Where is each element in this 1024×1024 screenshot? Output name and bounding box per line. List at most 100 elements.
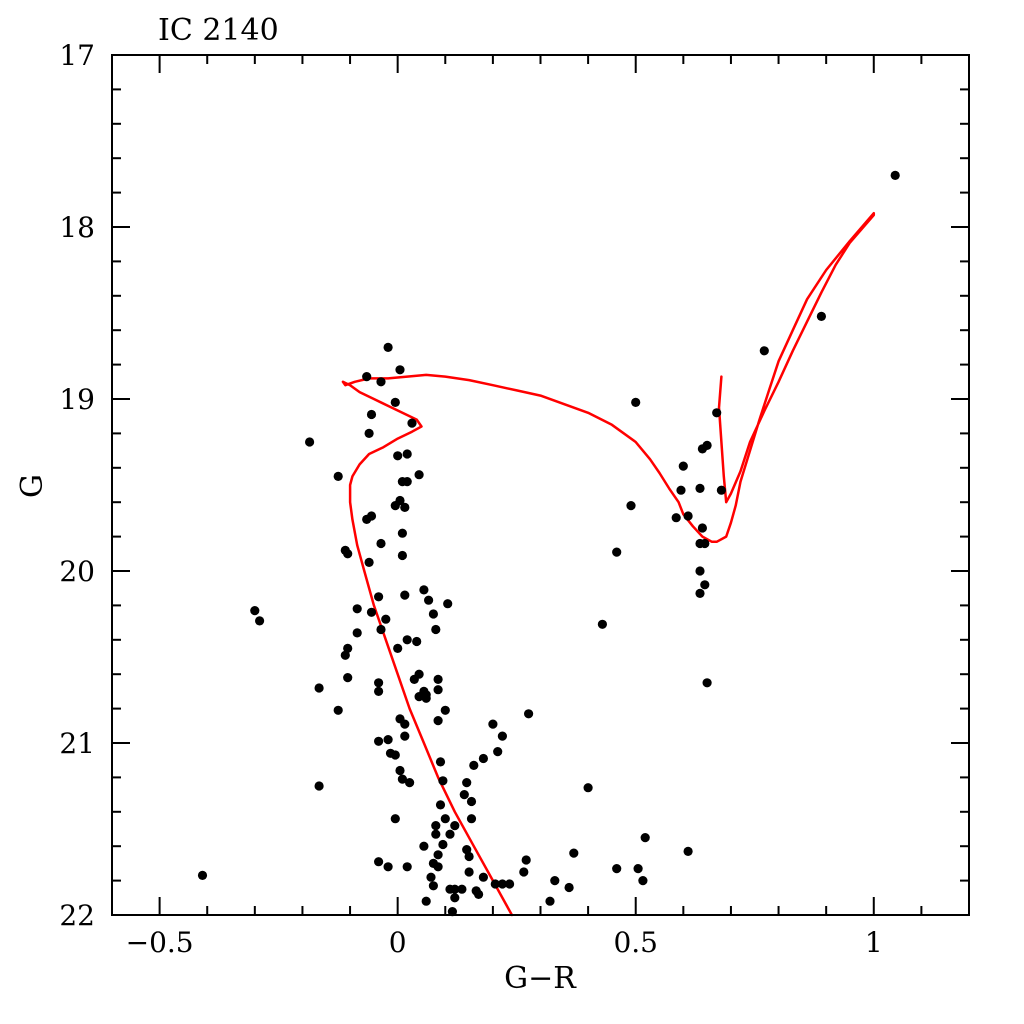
- star-point: [716, 485, 727, 495]
- star-point: [471, 886, 481, 896]
- star-point: [383, 342, 393, 352]
- star-point: [364, 428, 374, 438]
- star-point: [497, 731, 507, 741]
- star-point: [343, 673, 353, 683]
- star-point: [440, 705, 450, 715]
- star-point: [695, 483, 705, 493]
- star-point: [376, 624, 386, 635]
- star-point: [678, 461, 688, 471]
- star-point: [405, 778, 415, 788]
- star-point: [431, 624, 441, 635]
- star-point: [631, 397, 641, 407]
- star-point: [612, 864, 622, 874]
- y-tick-label: 17: [59, 39, 95, 72]
- star-point: [697, 444, 708, 454]
- data-points: [197, 170, 900, 917]
- star-point: [524, 709, 534, 719]
- star-point: [397, 528, 407, 538]
- star-point: [376, 538, 386, 549]
- star-point: [409, 674, 419, 685]
- star-point: [421, 896, 431, 906]
- star-point: [366, 409, 377, 420]
- star-point: [383, 862, 393, 872]
- x-axis-label: G−R: [504, 961, 577, 996]
- star-point: [466, 796, 477, 807]
- star-point: [374, 678, 384, 688]
- star-point: [519, 867, 529, 877]
- plot-frame: [111, 54, 970, 916]
- y-tick-label: 18: [59, 211, 95, 244]
- star-point: [381, 614, 391, 624]
- star-point: [640, 833, 650, 843]
- star-point: [683, 511, 693, 521]
- star-point: [450, 821, 460, 831]
- star-point: [626, 501, 636, 511]
- star-point: [433, 850, 443, 860]
- star-point: [393, 451, 403, 461]
- star-point: [431, 829, 441, 839]
- star-point: [362, 372, 372, 382]
- star-point: [364, 557, 374, 568]
- star-point: [550, 876, 560, 886]
- star-point: [638, 876, 648, 886]
- star-point: [393, 643, 403, 654]
- y-tick-label: 21: [59, 727, 95, 760]
- star-point: [343, 549, 353, 559]
- star-point: [400, 731, 410, 741]
- star-point: [419, 841, 429, 851]
- y-axis-label: G: [15, 474, 50, 498]
- tick-labels: −0.5 0 0.5 1 17 18 19 20 21 22: [59, 39, 882, 959]
- star-point: [697, 523, 708, 533]
- x-tick-label: −0.5: [126, 926, 194, 959]
- star-point: [759, 346, 769, 356]
- star-point: [414, 692, 424, 702]
- x-tick-label: 0.5: [613, 926, 658, 959]
- star-point: [376, 377, 386, 387]
- star-point: [712, 408, 722, 418]
- x-tick-label: 0: [389, 926, 407, 959]
- star-point: [569, 848, 579, 858]
- star-point: [695, 566, 705, 576]
- star-point: [424, 595, 434, 605]
- star-point: [505, 879, 515, 889]
- star-point: [426, 872, 436, 882]
- star-point: [671, 513, 681, 523]
- star-point: [457, 884, 467, 894]
- star-point: [383, 735, 393, 745]
- star-point: [445, 884, 455, 894]
- star-point: [390, 750, 400, 760]
- star-point: [390, 501, 400, 511]
- star-point: [402, 449, 412, 459]
- star-point: [890, 170, 900, 180]
- star-point: [676, 485, 686, 495]
- star-point: [488, 719, 498, 729]
- star-point: [340, 650, 350, 660]
- star-point: [450, 893, 460, 903]
- star-point: [702, 678, 712, 688]
- star-point: [564, 882, 574, 893]
- star-point: [440, 814, 450, 824]
- star-point: [428, 881, 438, 891]
- star-point: [374, 592, 384, 602]
- star-point: [395, 765, 405, 776]
- star-point: [314, 683, 324, 693]
- star-point: [478, 872, 488, 882]
- star-point: [250, 606, 260, 616]
- star-point: [431, 821, 441, 831]
- star-point: [255, 616, 265, 626]
- star-point: [497, 879, 507, 889]
- star-point: [583, 783, 593, 793]
- isochrone-curve: [341, 211, 876, 917]
- star-point: [435, 757, 446, 767]
- star-point: [521, 855, 531, 865]
- y-tick-label: 19: [59, 383, 95, 416]
- star-point: [395, 365, 405, 375]
- star-point: [402, 862, 412, 872]
- star-point: [412, 636, 422, 647]
- star-point: [545, 896, 555, 906]
- star-point: [366, 607, 377, 617]
- star-point: [197, 870, 208, 881]
- star-point: [447, 907, 457, 917]
- star-point: [464, 851, 474, 862]
- star-point: [597, 619, 608, 629]
